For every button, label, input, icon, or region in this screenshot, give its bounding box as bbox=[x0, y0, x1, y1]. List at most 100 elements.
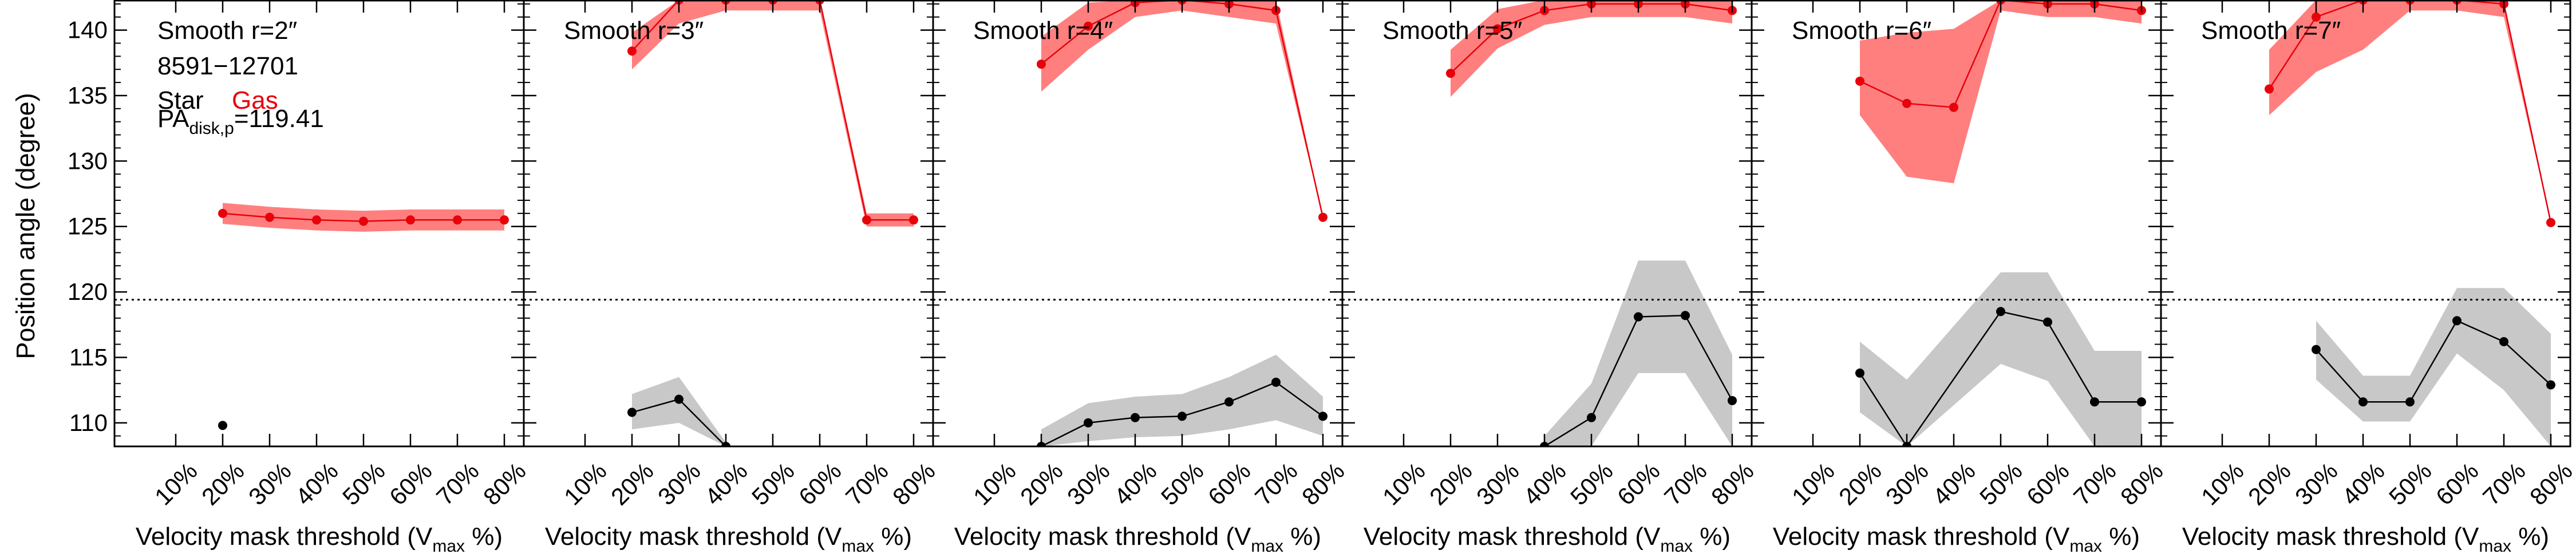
x-tick-label: 40% bbox=[2337, 457, 2390, 510]
gas-point bbox=[265, 212, 274, 222]
x-tick-label: 30% bbox=[1471, 457, 1524, 510]
star-point bbox=[2452, 316, 2462, 326]
gas-uncertainty-band bbox=[2269, 0, 2551, 223]
plot-area bbox=[2265, 0, 2555, 446]
x-tick-label: 30% bbox=[1880, 457, 1934, 510]
star-point bbox=[2546, 380, 2555, 390]
gas-point bbox=[500, 215, 509, 225]
x-tick-label: 20% bbox=[1834, 457, 1887, 510]
plot-area bbox=[1446, 0, 1737, 446]
x-tick-label: 70% bbox=[431, 457, 484, 510]
x-axis-label: Velocity mask threshold (Vmax %) bbox=[136, 523, 503, 556]
star-uncertainty-band bbox=[632, 377, 726, 446]
panel-2: 10%20%30%40%50%60%70%80% Smooth r=3″ Veloc… bbox=[523, 0, 941, 556]
gas-uncertainty-band bbox=[1041, 0, 1323, 217]
gas-point bbox=[1084, 21, 1093, 31]
gas-point bbox=[1949, 102, 1958, 112]
gas-uncertainty-band bbox=[632, 0, 914, 227]
gas-point bbox=[1318, 212, 1327, 222]
gas-point bbox=[2312, 12, 2321, 22]
star-point bbox=[2312, 345, 2321, 354]
x-tick-label: 30% bbox=[2290, 457, 2343, 510]
x-tick-label: 50% bbox=[2384, 457, 2437, 510]
x-tick-label: 50% bbox=[337, 457, 390, 510]
x-tick-label: 20% bbox=[1015, 457, 1068, 510]
panel-title: Smooth r=2″ bbox=[157, 17, 297, 45]
gas-uncertainty-band bbox=[1860, 0, 2142, 184]
x-tick-label: 80% bbox=[478, 457, 531, 510]
gas-point bbox=[627, 46, 637, 56]
x-axis-label: Velocity mask threshold (Vmax %) bbox=[954, 523, 1321, 556]
star-point bbox=[2405, 397, 2415, 407]
x-tick-label: 20% bbox=[1424, 457, 1477, 510]
star-point bbox=[1318, 411, 1327, 421]
x-tick-label: 60% bbox=[2021, 457, 2075, 510]
x-tick-label: 50% bbox=[746, 457, 800, 510]
x-tick-label: 30% bbox=[653, 457, 706, 510]
star-uncertainty-band bbox=[1544, 260, 1732, 446]
x-tick-label: 10% bbox=[559, 457, 612, 510]
y-tick-label: 135 bbox=[68, 82, 108, 109]
y-tick-label: 120 bbox=[68, 278, 108, 305]
x-tick-label: 10% bbox=[149, 457, 203, 510]
plot-area bbox=[218, 203, 509, 430]
plot-area bbox=[1037, 0, 1327, 446]
x-tick-label: 40% bbox=[1518, 457, 1571, 510]
panel-title: Smooth r=4″ bbox=[973, 17, 1113, 45]
star-point bbox=[674, 394, 683, 404]
star-point bbox=[2499, 337, 2508, 347]
x-tick-label: 30% bbox=[1062, 457, 1115, 510]
x-tick-label: 20% bbox=[196, 457, 250, 510]
panel-frame bbox=[2160, 0, 2571, 448]
x-tick-label: 10% bbox=[1787, 457, 1840, 510]
x-tick-label: 10% bbox=[2196, 457, 2249, 510]
star-point bbox=[218, 421, 227, 430]
panel-title: Smooth r=5″ bbox=[1382, 17, 1522, 45]
x-tick-label: 30% bbox=[243, 457, 297, 510]
x-tick-label: 70% bbox=[840, 457, 894, 510]
star-uncertainty-band bbox=[1860, 272, 2142, 446]
x-tick-label: 70% bbox=[2068, 457, 2121, 510]
star-point bbox=[1224, 397, 1234, 407]
gas-point bbox=[1855, 76, 1864, 86]
gas-point bbox=[1446, 69, 1455, 78]
x-tick-label: 40% bbox=[1927, 457, 1981, 510]
star-series-line bbox=[1859, 310, 2142, 446]
x-tick-label: 20% bbox=[606, 457, 659, 510]
x-axis-label: Velocity mask threshold (Vmax %) bbox=[1773, 523, 2140, 556]
star-point bbox=[1587, 413, 1596, 422]
x-tick-label: 70% bbox=[1659, 457, 1712, 510]
star-point bbox=[1728, 395, 1737, 405]
y-tick-label: 110 bbox=[69, 409, 108, 436]
x-axis-label: Velocity mask threshold (Vmax %) bbox=[2182, 523, 2549, 556]
x-tick-label: 80% bbox=[1297, 457, 1350, 510]
gas-point bbox=[862, 215, 871, 225]
y-tick-label: 115 bbox=[69, 343, 108, 370]
y-axis-label: Position angle (degree) bbox=[11, 93, 40, 359]
x-tick-label: 80% bbox=[2524, 457, 2576, 510]
star-uncertainty-band bbox=[1041, 354, 1323, 446]
galaxy-id-label: 8591−12701 bbox=[157, 52, 298, 80]
gas-point bbox=[453, 215, 462, 225]
x-tick-label: 70% bbox=[2478, 457, 2531, 510]
plot-area bbox=[1855, 0, 2146, 446]
star-point bbox=[2137, 397, 2146, 407]
star-point bbox=[1178, 411, 1187, 421]
gas-point bbox=[1493, 24, 1502, 34]
x-tick-label: 40% bbox=[1109, 457, 1162, 510]
star-point bbox=[1634, 312, 1643, 322]
star-point bbox=[2358, 397, 2368, 407]
x-tick-label: 60% bbox=[793, 457, 847, 510]
x-tick-label: 60% bbox=[384, 457, 437, 510]
panel-5: 10%20%30%40%50%60%70%80% Smooth r=6″ Veloc… bbox=[1751, 0, 2168, 556]
x-tick-label: 50% bbox=[1156, 457, 1209, 510]
gas-point bbox=[909, 215, 918, 225]
x-tick-label: 80% bbox=[1706, 457, 1759, 510]
panel-3: 10%20%30%40%50%60%70%80% Smooth r=4″ Veloc… bbox=[932, 0, 1350, 556]
y-tick-label: 140 bbox=[68, 17, 108, 43]
x-tick-label: 70% bbox=[1250, 457, 1303, 510]
x-tick-label: 10% bbox=[968, 457, 1021, 510]
gas-point bbox=[2546, 217, 2555, 227]
legend-star-label: Star bbox=[157, 86, 204, 114]
